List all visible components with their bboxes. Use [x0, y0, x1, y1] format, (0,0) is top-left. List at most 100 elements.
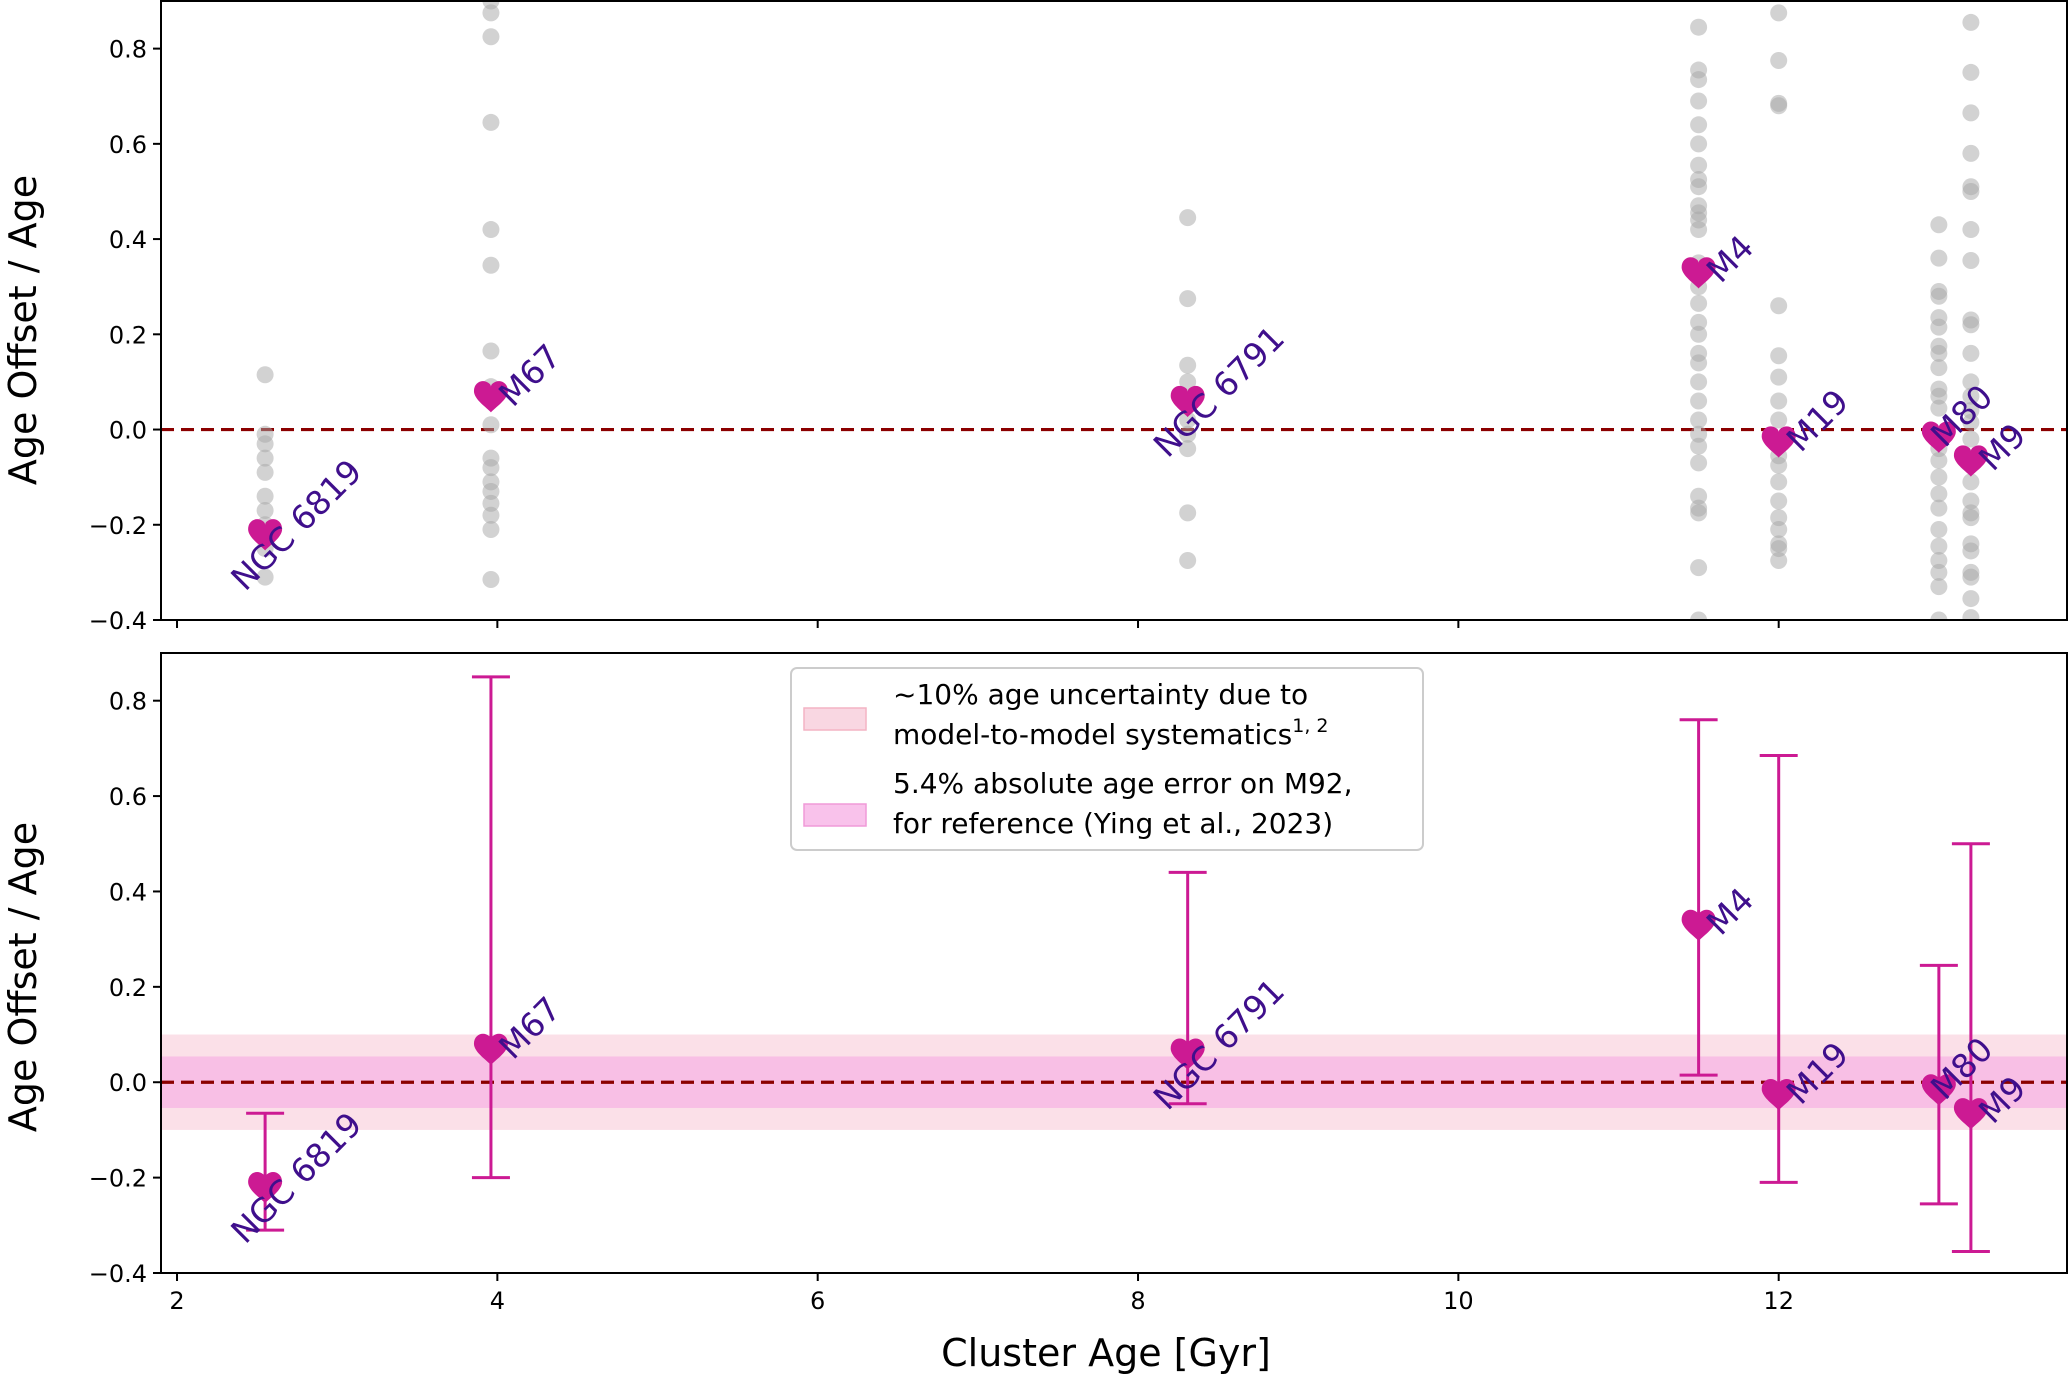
- individual-point-2-9: [482, 416, 500, 434]
- individual-point-2-13: [482, 482, 500, 500]
- heart-icon: [1761, 426, 1796, 458]
- individual-point-6-21: [1930, 551, 1948, 569]
- individual-point-4-20: [1690, 354, 1708, 372]
- bottom-y-tick-label-1: −0.4: [89, 1260, 147, 1288]
- individual-point-6-15: [1930, 451, 1948, 469]
- individual-point-6-17: [1930, 485, 1948, 503]
- heart-icon: [473, 1033, 508, 1065]
- individual-point-4-21: [1690, 373, 1708, 391]
- individual-point-3-7: [1179, 425, 1197, 443]
- bottom-axes-frame: [160, 652, 2068, 1274]
- individual-point-6-12: [1930, 399, 1948, 417]
- individual-point-3-8: [1179, 440, 1197, 458]
- individual-point-4-30: [1690, 559, 1708, 577]
- individual-point-1-7: [256, 501, 274, 519]
- individual-point-6-18: [1930, 499, 1948, 517]
- legend-label-2-line2: for reference (Ying et al., 2023): [893, 807, 1333, 840]
- individual-point-4-23: [1690, 411, 1708, 429]
- individual-point-2-3: [482, 28, 500, 46]
- top-y-tick-label-4: 0.2: [109, 321, 147, 349]
- individual-point-4-29: [1690, 504, 1708, 522]
- individual-point-3-6: [1179, 411, 1197, 429]
- individual-point-6-22: [1930, 563, 1948, 581]
- individual-point-7-6: [1962, 182, 1980, 200]
- individual-point-7-27: [1962, 609, 1980, 621]
- individual-point-1-5: [256, 463, 274, 481]
- individual-point-3-2: [1179, 290, 1197, 308]
- individual-point-4-9: [1690, 178, 1708, 196]
- individual-point-5-2: [1770, 52, 1788, 70]
- individual-point-2-15: [482, 506, 500, 524]
- heart-icon: [1761, 1079, 1796, 1111]
- bottom-x-tick-label-2: 4: [490, 1287, 505, 1315]
- individual-point-7-4: [1962, 144, 1980, 162]
- individual-point-7-2: [1962, 63, 1980, 81]
- individual-point-7-14: [1962, 401, 1980, 419]
- individual-point-4-3: [1690, 71, 1708, 89]
- bottom-x-tick-label-3: 6: [810, 1287, 825, 1315]
- legend-label-2-line1: 5.4% absolute age error on M92,: [893, 767, 1353, 800]
- individual-point-1-6: [256, 487, 274, 505]
- individual-point-5-18: [1770, 551, 1788, 569]
- individual-point-4-5: [1690, 116, 1708, 134]
- heart-icon: [1681, 257, 1716, 289]
- individual-point-7-19: [1962, 492, 1980, 510]
- individual-point-5-11: [1770, 456, 1788, 474]
- bottom-x-tick-label-5: 10: [1443, 1287, 1474, 1315]
- individual-point-7-7: [1962, 221, 1980, 239]
- individual-point-5-13: [1770, 492, 1788, 510]
- individual-point-5-8: [1770, 392, 1788, 410]
- individual-point-7-25: [1962, 568, 1980, 586]
- individual-point-6-6: [1930, 318, 1948, 336]
- top-y-tick-label-3: 0.0: [109, 417, 147, 445]
- legend-label-1-text: model-to-model systematics: [893, 718, 1292, 751]
- legend-label-1-line2: model-to-model systematics1, 2: [893, 715, 1329, 751]
- individual-point-3-10: [1179, 551, 1197, 569]
- individual-point-7-16: [1962, 430, 1980, 448]
- individual-point-2-2: [482, 4, 500, 22]
- individual-point-3-3: [1179, 356, 1197, 374]
- individual-point-7-3: [1962, 104, 1980, 122]
- top-y-tick-label-2: −0.2: [89, 512, 147, 540]
- legend-label-1-line1: ~10% age uncertainty due to: [893, 678, 1308, 711]
- individual-point-4-24: [1690, 425, 1708, 443]
- individual-point-7-15: [1962, 413, 1980, 431]
- individual-point-7-1: [1962, 13, 1980, 31]
- heart-icon: [473, 381, 508, 413]
- bottom-y-tick-label-6: 0.6: [109, 783, 147, 811]
- individual-point-4-1: [1690, 18, 1708, 36]
- legend-label-2-text: for reference (Ying et al., 2023): [893, 807, 1333, 840]
- heart-icon: [1953, 445, 1988, 477]
- bottom-y-axis-label: Age Offset / Age: [1, 822, 45, 1132]
- individual-point-7-12: [1962, 373, 1980, 391]
- heart-icon: [1681, 909, 1716, 941]
- individual-point-3-4: [1179, 373, 1197, 391]
- individual-point-6-16: [1930, 468, 1948, 486]
- individual-point-4-13: [1690, 221, 1708, 239]
- individual-point-6-9: [1930, 359, 1948, 377]
- top-y-tick-label-7: 0.8: [109, 36, 147, 64]
- individual-point-6-1: [1930, 216, 1948, 234]
- individual-point-4-31: [1690, 611, 1708, 621]
- individual-point-2-5: [482, 221, 500, 239]
- legend-label-1-superscript: 1, 2: [1292, 715, 1328, 737]
- heart-icon: [248, 519, 283, 551]
- individual-point-6-20: [1930, 537, 1948, 555]
- individual-point-7-10: [1962, 316, 1980, 334]
- individual-point-4-17: [1690, 313, 1708, 331]
- heart-icon: [1921, 1074, 1956, 1106]
- individual-point-6-2: [1930, 249, 1948, 267]
- individual-point-2-4: [482, 113, 500, 131]
- individual-point-6-23: [1930, 578, 1948, 596]
- top-y-axis-label: Age Offset / Age: [1, 175, 45, 485]
- individual-point-3-9: [1179, 504, 1197, 522]
- individual-point-7-23: [1962, 542, 1980, 560]
- individual-point-4-22: [1690, 392, 1708, 410]
- bottom-y-tick-label-3: 0.0: [109, 1069, 147, 1097]
- individual-point-4-16: [1690, 294, 1708, 312]
- heart-icon: [248, 1172, 283, 1204]
- individual-point-1-1: [256, 366, 274, 384]
- legend: ~10% age uncertainty due to model-to-mode…: [790, 667, 1424, 851]
- individual-point-2-7: [482, 342, 500, 360]
